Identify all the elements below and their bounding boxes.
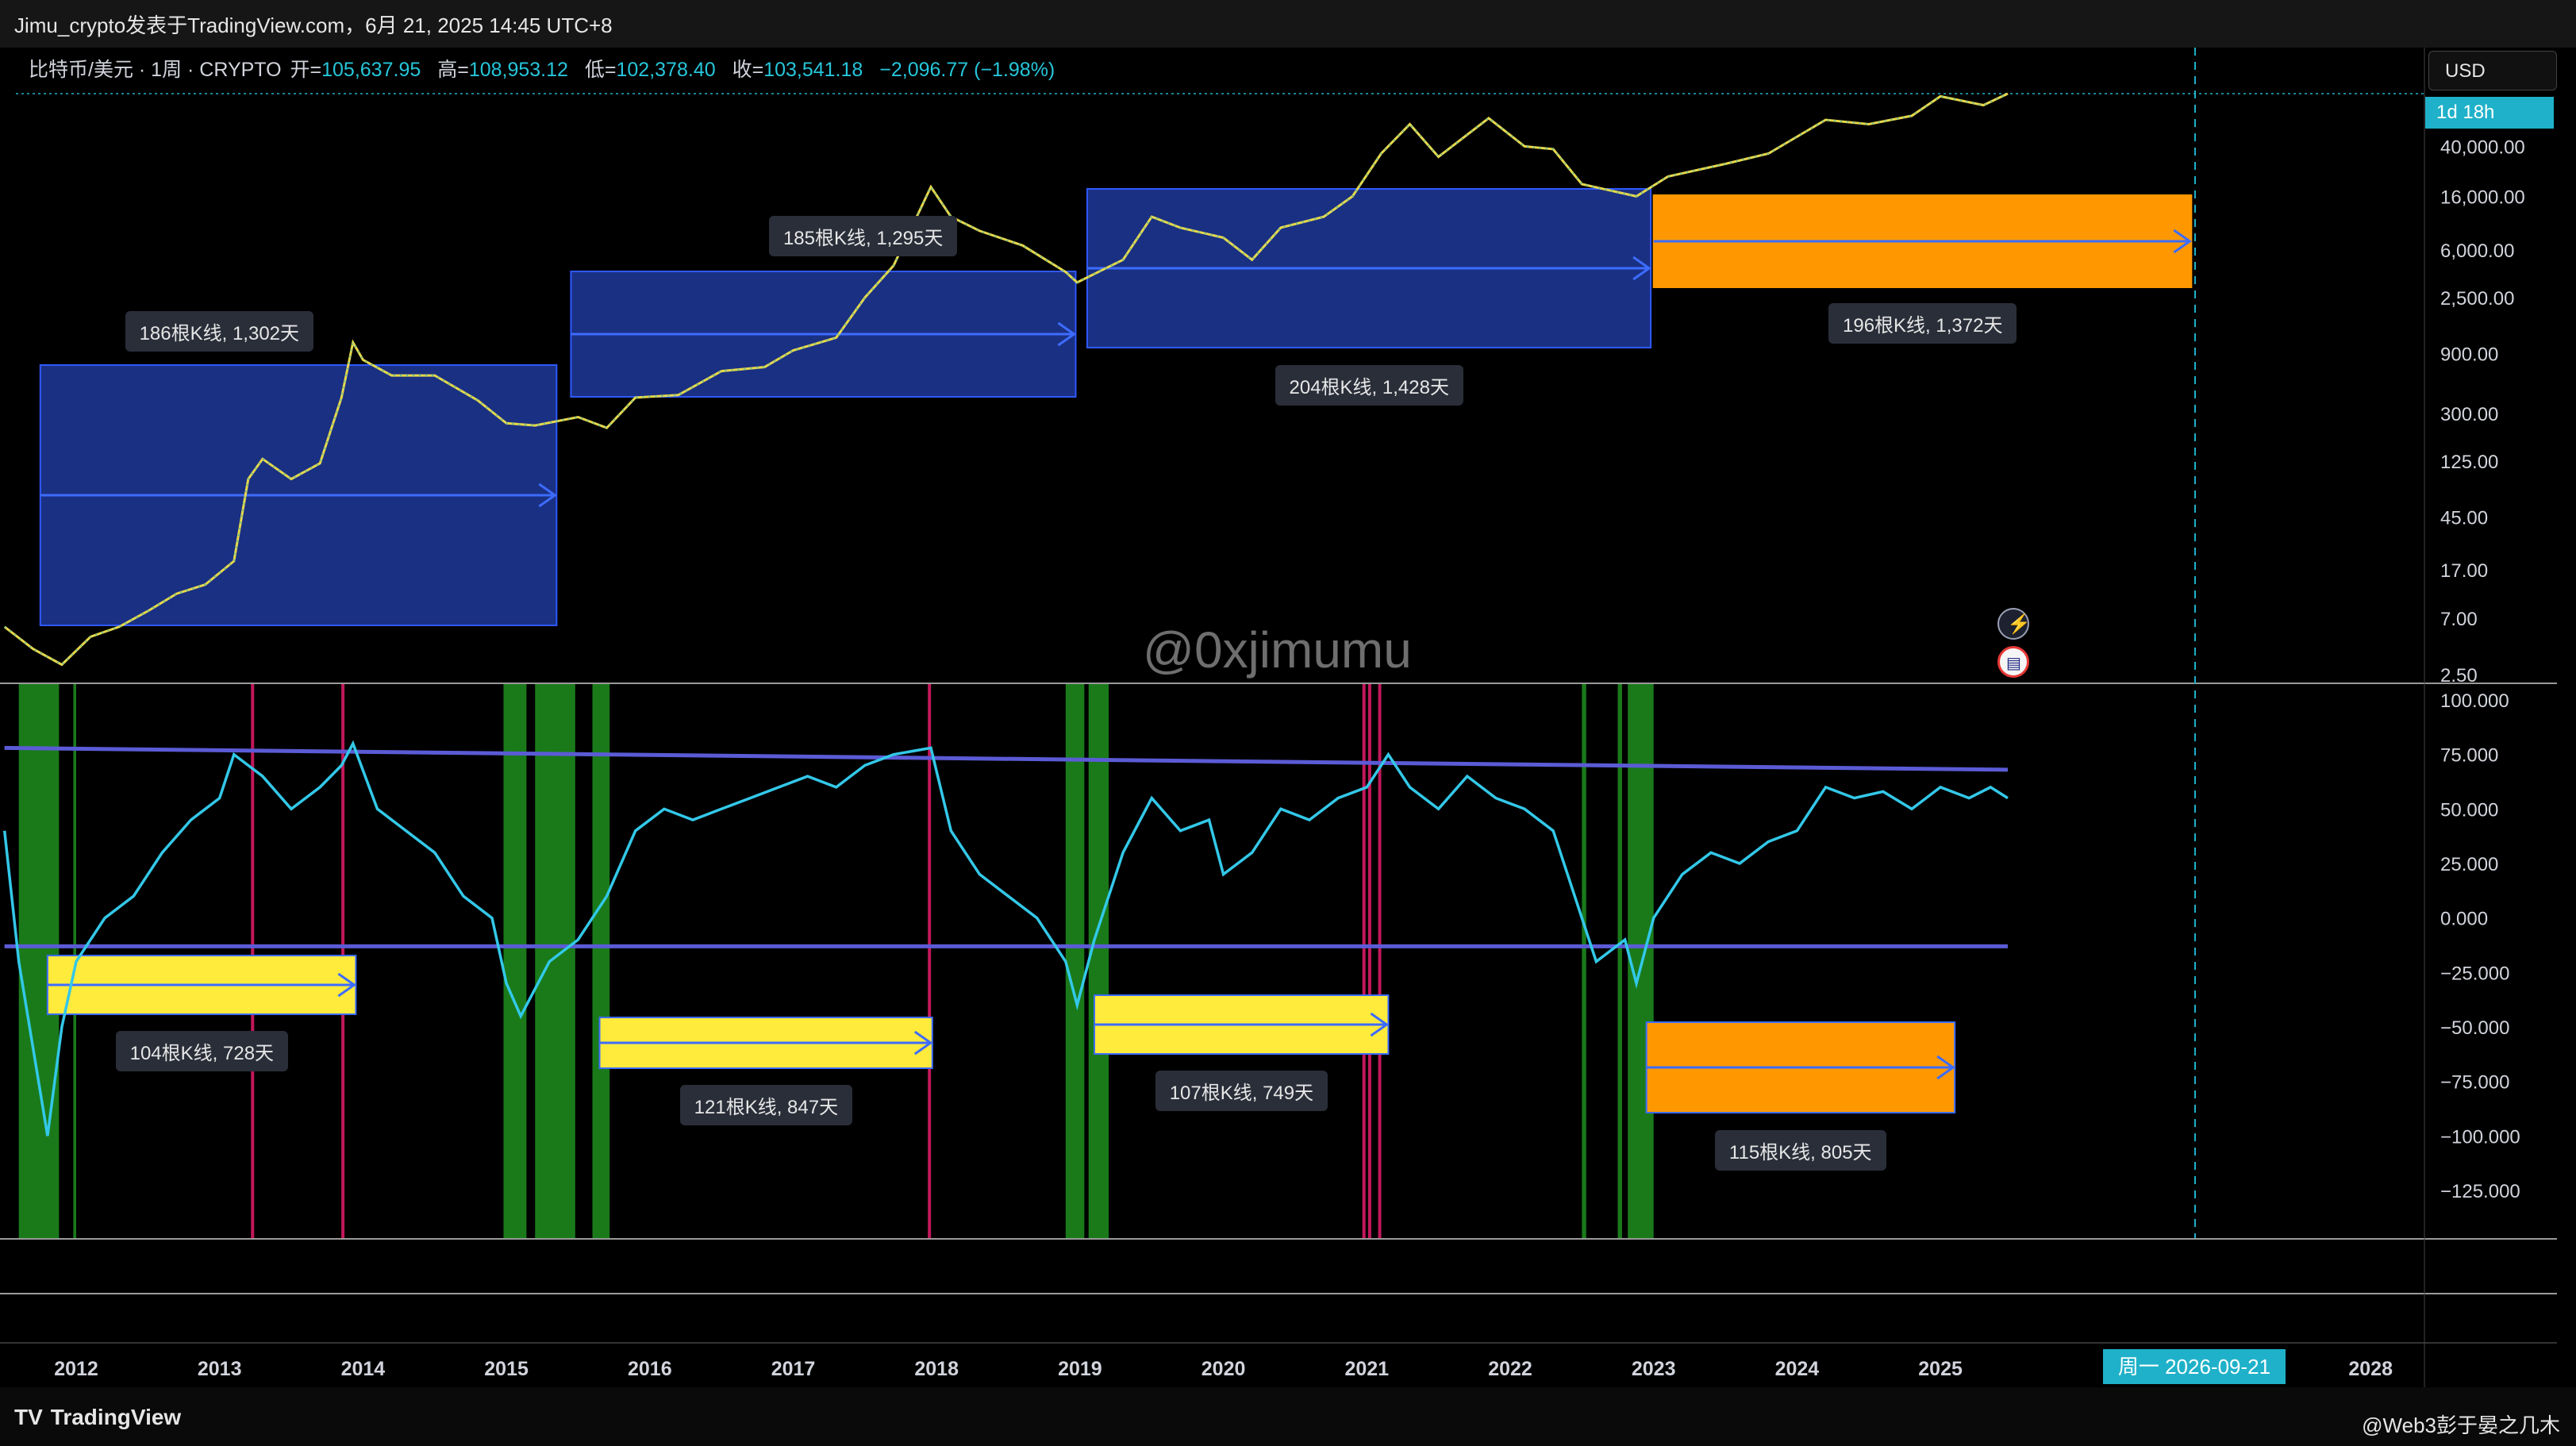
signal-band-green — [1628, 684, 1654, 1238]
range-arrow-head — [2173, 229, 2192, 254]
attribution-bar: Jimu_crypto发表于TradingView.com，6月 21, 202… — [0, 0, 2576, 48]
us-flag-icon[interactable]: ▤ — [1997, 646, 2029, 678]
close-label: 收= — [732, 59, 764, 81]
open-label: 开= — [290, 59, 322, 81]
range-arrow-head — [1632, 256, 1651, 281]
osc-arrow-head — [913, 1030, 933, 1056]
signal-band-green — [1617, 684, 1622, 1238]
low-label: 低= — [584, 59, 617, 81]
high-label: 高= — [437, 59, 469, 81]
osc-label-tag: 107根K线, 749天 — [1155, 1070, 1328, 1111]
osc-tick-label: −75.000 — [2440, 1072, 2509, 1094]
price-tick-label: 16,000.00 — [2440, 187, 2525, 208]
crosshair-date-flag: 周一 2026-09-21 — [2103, 1349, 2286, 1384]
tradingview-logo-text: TradingView — [50, 1405, 182, 1429]
price-tick-label: 2,500.00 — [2440, 288, 2514, 310]
ohlc-legend: 比特币/美元 · 1周 · CRYPTO 开=105,637.95 高=108,… — [29, 54, 1066, 83]
low-value: 102,378.40 — [616, 59, 716, 81]
time-tick-label: 2015 — [484, 1358, 529, 1380]
trend-line-upper — [4, 745, 2009, 772]
range-arrow-head — [1057, 321, 1077, 347]
high-value: 108,953.12 — [468, 59, 568, 81]
author-credit: @Web3彭于晏之几木 — [2362, 1413, 2560, 1437]
osc-tick-label: 75.000 — [2440, 745, 2498, 767]
time-tick-label: 2016 — [628, 1358, 672, 1380]
signal-band-green — [592, 684, 610, 1238]
signal-band-green — [503, 684, 527, 1238]
change-value: −2,096.77 (−1.98%) — [879, 59, 1055, 81]
range-label-tag: 196根K线, 1,372天 — [1828, 302, 2017, 344]
range-arrow-head — [538, 483, 557, 508]
price-tick-label: 40,000.00 — [2440, 137, 2525, 158]
time-tick-label: 2023 — [1632, 1358, 1676, 1380]
osc-tick-label: −25.000 — [2440, 963, 2509, 984]
time-tick-label: 2020 — [1201, 1358, 1246, 1380]
osc-arrow-head — [337, 972, 356, 998]
flash-icon[interactable]: ⚡ — [1997, 608, 2031, 640]
close-value: 103,541.18 — [763, 59, 863, 81]
price-tick-label: 125.00 — [2440, 452, 2498, 473]
range-label-tag: 185根K线, 1,295天 — [768, 215, 958, 256]
time-tick-label: 2014 — [341, 1358, 386, 1380]
range-label-tag: 186根K线, 1,302天 — [125, 310, 314, 352]
open-value: 105,637.95 — [321, 59, 421, 81]
osc-label-tag: 104根K线, 728天 — [115, 1030, 289, 1071]
price-tick-label: 900.00 — [2440, 344, 2498, 365]
time-tick-label: 2025 — [1918, 1358, 1963, 1380]
osc-tick-label: 100.000 — [2440, 690, 2509, 712]
time-tick-label: 2028 — [2348, 1358, 2393, 1380]
signal-band-green — [1582, 684, 1586, 1238]
price-tick-label: 2.50 — [2440, 665, 2478, 686]
footer-bar — [0, 1387, 2576, 1446]
bar-countdown: 1d 18h — [2425, 97, 2554, 129]
time-tick-label: 2021 — [1344, 1358, 1389, 1380]
price-tick-label: 6,000.00 — [2440, 240, 2514, 262]
price-line-down — [4, 93, 2009, 666]
price-tick-label: 17.00 — [2440, 560, 2488, 582]
osc-label-tag: 115根K线, 805天 — [1714, 1129, 1886, 1171]
osc-tick-label: −100.000 — [2440, 1126, 2520, 1148]
time-tick-label: 2012 — [54, 1358, 98, 1380]
time-tick-label: 2019 — [1058, 1358, 1102, 1380]
time-tick-label: 2017 — [771, 1358, 816, 1380]
range-label-tag: 204根K线, 1,428天 — [1275, 364, 1463, 406]
attribution-text: Jimu_crypto发表于TradingView.com，6月 21, 202… — [14, 13, 613, 37]
symbol-label: 比特币/美元 · 1周 · CRYPTO — [29, 59, 282, 81]
osc-arrow-head — [1370, 1012, 1390, 1037]
osc-label-tag: 121根K线, 847天 — [679, 1084, 853, 1125]
signal-band-green — [1065, 684, 1085, 1238]
osc-tick-label: −50.000 — [2440, 1017, 2509, 1039]
oscillator-line — [2, 740, 2009, 1136]
time-tick-label: 2024 — [1775, 1358, 1820, 1380]
price-tick-label: 45.00 — [2440, 507, 2488, 529]
watermark: @0xjimumu — [1143, 621, 1412, 679]
time-tick-label: 2022 — [1488, 1358, 1532, 1380]
tv-mark-icon: TV — [14, 1405, 43, 1429]
osc-tick-label: −125.000 — [2440, 1181, 2520, 1202]
osc-tick-label: 25.000 — [2440, 854, 2498, 875]
price-tick-label: 7.00 — [2440, 609, 2478, 630]
currency-selector[interactable]: USD — [2428, 51, 2557, 90]
currency-label: USD — [2445, 60, 2486, 82]
osc-tick-label: 0.000 — [2440, 909, 2488, 930]
osc-tick-label: 50.000 — [2440, 799, 2498, 821]
price-tick-label: 300.00 — [2440, 404, 2498, 425]
tradingview-logo[interactable]: TV TradingView — [14, 1405, 181, 1430]
signal-band-green — [535, 684, 575, 1238]
time-tick-label: 2013 — [198, 1358, 242, 1380]
signal-band-green — [1088, 684, 1109, 1238]
osc-arrow-head — [1936, 1055, 1955, 1080]
time-tick-label: 2018 — [914, 1358, 959, 1380]
